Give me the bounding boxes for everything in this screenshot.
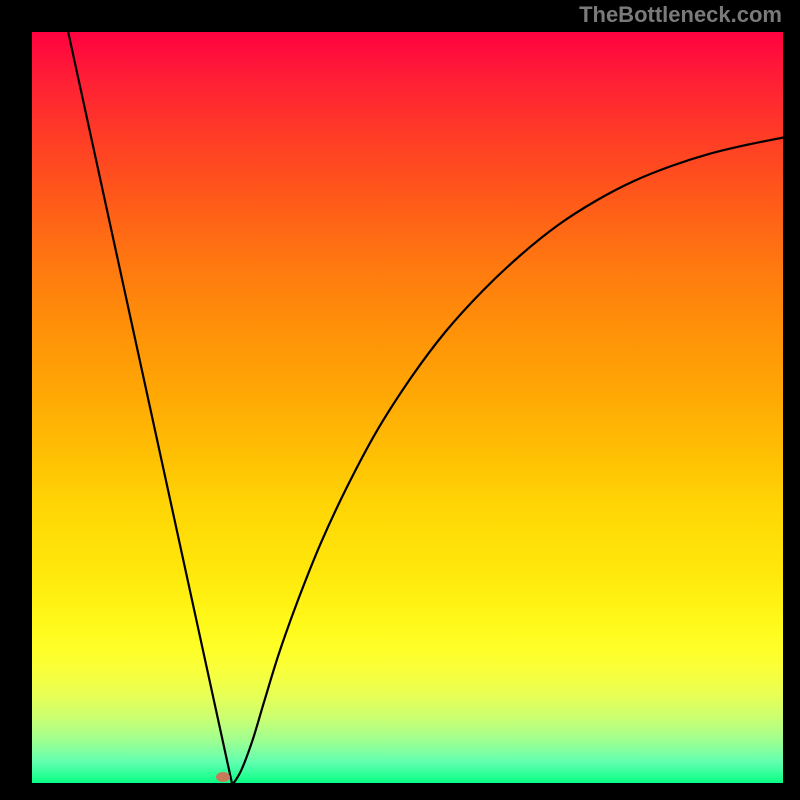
bottleneck-curve [0,0,800,800]
chart-container: TheBottleneck.com [0,0,800,800]
watermark-text: TheBottleneck.com [579,2,782,28]
